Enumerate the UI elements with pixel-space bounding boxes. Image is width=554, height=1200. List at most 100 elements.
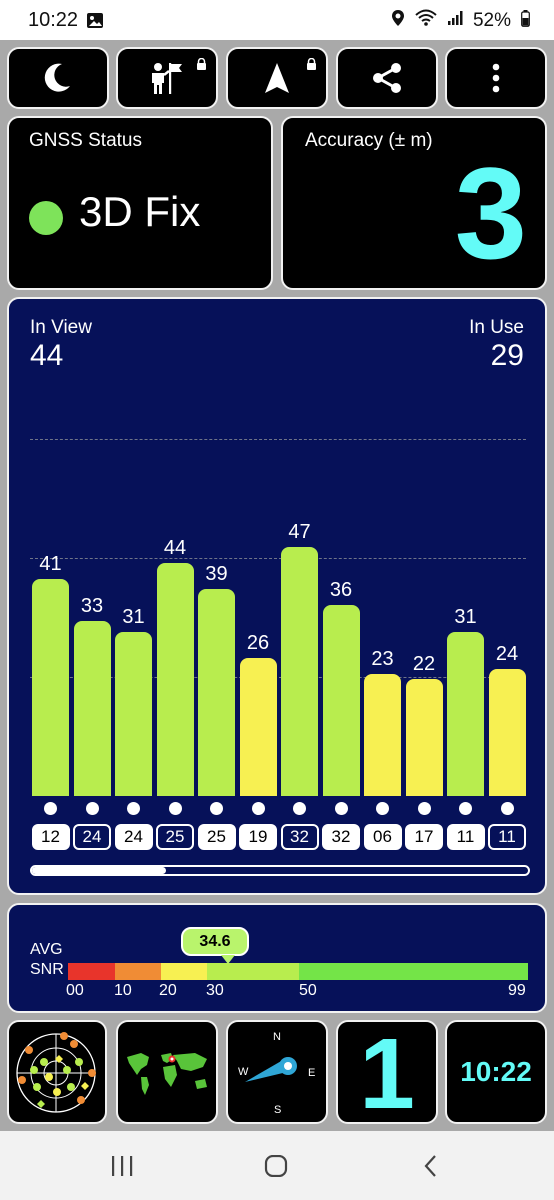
satellite-count-tile[interactable]: 1 <box>336 1018 438 1130</box>
average-snr-card[interactable]: AVG SNR 34.6 00 10 20 30 50 99 <box>7 903 547 1013</box>
snr-bar <box>115 631 152 796</box>
gallery-icon <box>86 12 104 34</box>
wifi-icon <box>415 9 437 33</box>
navigation-arrow-icon <box>265 63 289 93</box>
in-view-label: In View <box>30 317 92 338</box>
lock-icon <box>197 58 206 70</box>
compass-south: S <box>274 1104 282 1116</box>
explorer-button[interactable] <box>116 47 218 109</box>
chart-gridline <box>30 677 526 678</box>
compass-tile[interactable]: N E S W <box>226 1020 328 1124</box>
snr-tick: 50 <box>299 982 317 999</box>
back-icon <box>424 1155 436 1177</box>
satellite-id-label[interactable]: 24 <box>114 824 153 850</box>
satellite-used-dot <box>44 802 57 815</box>
satellite-count: 1 <box>359 1018 415 1130</box>
snr-bar-label: 26 <box>246 632 270 655</box>
compass-north: N <box>273 1031 281 1043</box>
avg-label: AVG <box>30 941 63 958</box>
satellite-used-dot <box>293 802 306 815</box>
accuracy-value: 3 <box>454 140 527 286</box>
battery-icon <box>521 9 530 33</box>
snr-bar-label: 23 <box>371 648 394 671</box>
sky-view-tile[interactable] <box>7 1020 107 1124</box>
recents-button[interactable] <box>110 1155 134 1182</box>
snr-scale-yellow <box>161 963 207 980</box>
more-vertical-icon <box>492 63 500 93</box>
satellite-id-label[interactable]: 19 <box>239 824 277 850</box>
satellite-used-dot <box>417 802 431 815</box>
chart-gridline <box>30 439 526 440</box>
accuracy-label: Accuracy (± m) <box>305 130 433 151</box>
in-use-count: 29 <box>490 339 524 372</box>
share-icon <box>373 63 401 93</box>
snr-bar <box>239 658 277 796</box>
snr-bar-label: 24 <box>495 642 519 665</box>
satellite-used-dot <box>210 802 223 815</box>
snr-bar-label: 31 <box>454 605 477 628</box>
chart-scroll-thumb[interactable] <box>32 867 166 874</box>
satellite-id-label[interactable]: 11 <box>488 824 526 850</box>
location-icon <box>391 9 405 33</box>
snr-bar-label: 33 <box>80 595 104 618</box>
recents-icon <box>112 1156 133 1176</box>
snr-tick: 20 <box>159 982 177 999</box>
back-button[interactable] <box>422 1155 440 1182</box>
fix-status-text: 3D Fix <box>79 188 201 235</box>
satellite-id-label[interactable]: 25 <box>197 824 236 850</box>
snr-bar-label: 31 <box>122 605 145 628</box>
snr-bar-label: 44 <box>163 536 187 559</box>
fix-status-dot <box>29 201 63 235</box>
snr-tick: 30 <box>206 982 224 999</box>
status-bar: 10:22 52% <box>0 0 554 40</box>
sky-plot-icon <box>16 1032 96 1113</box>
compass-needle-icon <box>245 1057 297 1082</box>
snr-bar <box>32 578 69 796</box>
satellite-used-dot <box>168 802 182 815</box>
night-mode-button[interactable] <box>7 47 109 109</box>
share-button[interactable] <box>336 47 438 109</box>
accuracy-card[interactable]: Accuracy (± m) 3 <box>281 116 547 290</box>
snr-tick: 99 <box>508 982 526 999</box>
world-map-icon <box>127 1053 207 1095</box>
satellite-used-dot <box>500 802 514 815</box>
snr-bar <box>322 605 360 796</box>
snr-bar <box>405 679 443 796</box>
compass-west: W <box>238 1066 249 1078</box>
clock-tile[interactable]: 10:22 <box>445 1020 547 1124</box>
snr-scale-red <box>68 963 115 980</box>
lock-icon <box>307 58 316 70</box>
snr-bar <box>364 674 401 796</box>
snr-bar-label: 41 <box>39 552 62 575</box>
gnss-status-card[interactable]: GNSS Status 3D Fix <box>7 116 273 290</box>
satellite-used-dot <box>251 802 265 815</box>
snr-bar-label: 47 <box>288 520 311 543</box>
home-button[interactable] <box>264 1154 288 1182</box>
navigation-button[interactable] <box>226 47 328 109</box>
satellite-id-label[interactable]: 32 <box>280 824 319 850</box>
snr-scale-yellowgreen <box>207 963 299 980</box>
satellite-id-label[interactable]: 12 <box>31 824 70 850</box>
satellite-id-label[interactable]: 11 <box>446 824 485 850</box>
world-map-tile[interactable] <box>116 1020 218 1124</box>
satellite-id-label[interactable]: 17 <box>405 824 443 850</box>
clock-time: 10:22 <box>460 1056 532 1087</box>
moon-icon <box>44 63 70 92</box>
satellite-id-label[interactable]: 25 <box>156 824 194 850</box>
status-time: 10:22 <box>28 9 79 31</box>
snr-bar <box>488 668 526 796</box>
satellite-snr-chart[interactable]: In View 44 In Use 29 41 12 33 24 31 24 44 25 39 2… <box>7 297 547 895</box>
chart-scrollbar[interactable] <box>30 865 530 876</box>
home-icon <box>264 1154 288 1178</box>
satellite-id-label[interactable]: 24 <box>73 824 111 850</box>
snr-scale-orange <box>115 963 161 980</box>
in-use-label: In Use <box>469 317 524 338</box>
snr-tick: 10 <box>114 982 132 999</box>
satellite-used-dot <box>127 802 140 815</box>
satellite-id-label[interactable]: 06 <box>363 824 402 850</box>
more-button[interactable] <box>445 47 547 109</box>
satellite-id-label[interactable]: 32 <box>322 824 360 850</box>
satellite-used-dot <box>85 802 99 815</box>
explorer-flag-icon <box>152 63 182 94</box>
satellite-used-dot <box>334 802 348 815</box>
